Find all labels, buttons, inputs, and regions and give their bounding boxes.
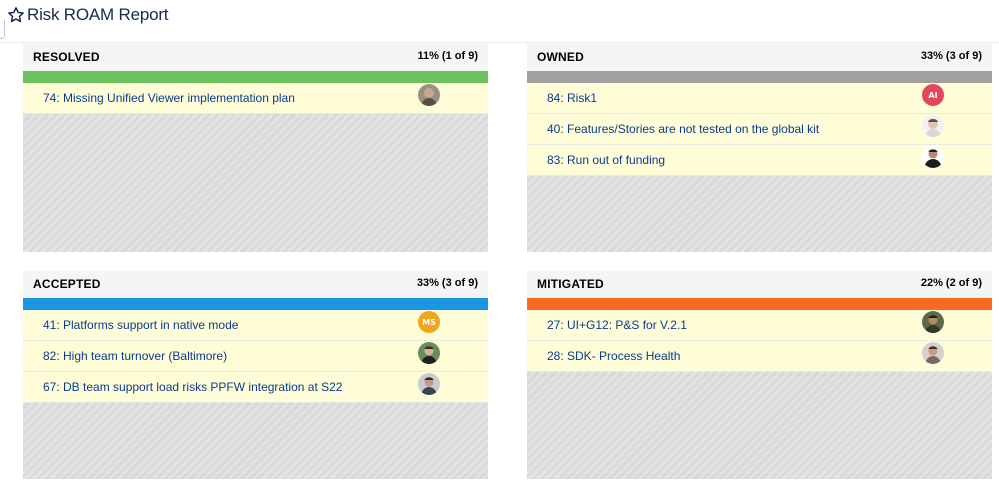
panel-percent: 11% (1 of 9) [417, 50, 478, 62]
risk-list: 41: Platforms support in native mode MS … [23, 310, 488, 403]
risk-link[interactable]: 40: Features/Stories are not tested on t… [547, 122, 820, 136]
panel-color-bar [527, 71, 992, 83]
risk-list: 27: UI+G12: P&S for V.2.1 28: SDK- Proce… [527, 310, 992, 372]
panel-header: MITIGATED 22% (2 of 9) [527, 271, 992, 298]
panel-color-bar [23, 298, 488, 310]
risk-item[interactable]: 40: Features/Stories are not tested on t… [527, 114, 992, 145]
risk-item[interactable]: 28: SDK- Process Health [527, 341, 992, 372]
panel-percent: 33% (3 of 9) [416, 277, 478, 289]
panel-title: RESOLVED [33, 50, 100, 64]
risk-item[interactable]: 67: DB team support load risks PPFW inte… [23, 372, 488, 403]
risk-item[interactable]: 27: UI+G12: P&S for V.2.1 [527, 310, 992, 341]
panel-title: OWNED [537, 50, 584, 64]
risk-link[interactable]: 84: Risk1 [547, 91, 598, 105]
page-header: Risk ROAM Report [0, 0, 999, 42]
avatar[interactable] [418, 342, 440, 364]
panel-accepted: ACCEPTED 33% (3 of 9) 41: Platforms supp… [23, 271, 488, 479]
panel-edge [0, 20, 5, 39]
risk-item[interactable]: 82: High team turnover (Baltimore) [23, 341, 488, 372]
avatar[interactable] [922, 115, 944, 137]
risk-link[interactable]: 67: DB team support load risks PPFW inte… [43, 380, 343, 394]
risk-item[interactable]: 41: Platforms support in native mode MS [23, 310, 488, 341]
risk-list: 84: Risk1 AI 40: Features/Stories are no… [527, 83, 992, 176]
risk-link[interactable]: 27: UI+G12: P&S for V.2.1 [547, 318, 687, 332]
header-divider [0, 42, 999, 43]
panel-header: OWNED 33% (3 of 9) [527, 44, 992, 71]
panel-owned: OWNED 33% (3 of 9) 84: Risk1 AI 40: Feat… [527, 44, 992, 252]
panel-title: MITIGATED [537, 277, 604, 291]
risk-list: 74: Missing Unified Viewer implementatio… [23, 83, 488, 114]
panel-resolved: RESOLVED 11% (1 of 9) 74: Missing Unifie… [23, 44, 488, 252]
star-outline-icon[interactable] [7, 6, 25, 24]
avatar[interactable] [418, 84, 440, 106]
panel-percent: 33% (3 of 9) [920, 50, 982, 62]
avatar[interactable] [922, 146, 944, 168]
risk-item[interactable]: 84: Risk1 AI [527, 83, 992, 114]
risk-link[interactable]: 82: High team turnover (Baltimore) [43, 349, 228, 363]
page-title: Risk ROAM Report [27, 5, 169, 24]
avatar-initials[interactable]: MS [418, 311, 440, 333]
panel-percent: 22% (2 of 9) [920, 277, 982, 289]
risk-link[interactable]: 41: Platforms support in native mode [43, 318, 239, 332]
risk-link[interactable]: 28: SDK- Process Health [547, 349, 681, 363]
risk-link[interactable]: 74: Missing Unified Viewer implementatio… [43, 91, 295, 105]
risk-item[interactable]: 83: Run out of funding [527, 145, 992, 176]
panel-mitigated: MITIGATED 22% (2 of 9) 27: UI+G12: P&S f… [527, 271, 992, 479]
risk-item[interactable]: 74: Missing Unified Viewer implementatio… [23, 83, 488, 114]
avatar[interactable] [922, 342, 944, 364]
panel-header: RESOLVED 11% (1 of 9) [23, 44, 488, 71]
panel-color-bar [23, 71, 488, 83]
panel-title: ACCEPTED [33, 277, 101, 291]
risk-link[interactable]: 83: Run out of funding [547, 153, 666, 167]
avatar[interactable] [922, 311, 944, 333]
panel-color-bar [527, 298, 992, 310]
avatar[interactable] [418, 373, 440, 395]
panel-header: ACCEPTED 33% (3 of 9) [23, 271, 488, 298]
avatar-initials[interactable]: AI [922, 84, 944, 106]
